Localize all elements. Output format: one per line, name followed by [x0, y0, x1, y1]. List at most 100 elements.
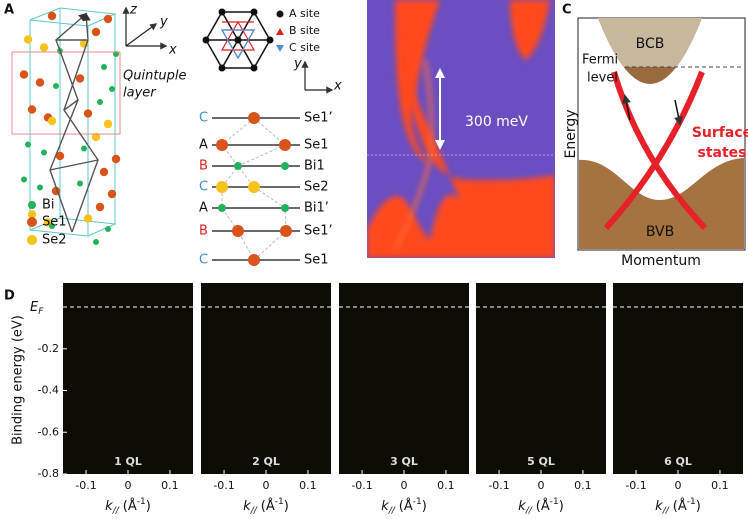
site-label: C — [199, 111, 208, 126]
atom-label: Bi1’ — [304, 201, 329, 216]
label-sub: F — [38, 307, 44, 317]
atom — [91, 132, 101, 142]
arpes-series: 1 QL-0.1 0 0.1k//(Å-1)2 QL-0.1 0 0.1k//(Å-1)… — [38, 283, 743, 516]
axis-label: y — [159, 15, 168, 30]
atom — [105, 226, 111, 232]
site-lattice — [202, 8, 274, 72]
x-tick-label: -0.1 — [625, 479, 646, 492]
atom — [111, 154, 121, 164]
x-tick-label: 0.1 — [161, 479, 179, 492]
atom — [99, 167, 109, 177]
label-unit: (Å — [399, 498, 413, 514]
panel-bg — [476, 283, 606, 474]
label-symbol: k — [243, 499, 251, 514]
atom — [37, 184, 43, 191]
atom — [232, 225, 244, 237]
arrow — [674, 99, 683, 126]
label-sup: -1 — [275, 497, 284, 507]
atom-label: Se1 — [304, 138, 329, 153]
atom — [248, 254, 260, 266]
atom — [109, 86, 115, 92]
x-tick-label: -0.1 — [488, 479, 509, 492]
atom — [218, 204, 226, 212]
x-tick-label: 0.1 — [299, 479, 317, 492]
legend-label: Bi — [42, 198, 55, 213]
axis-label: x — [168, 43, 177, 58]
atom — [55, 151, 65, 161]
legend-marker — [276, 28, 284, 35]
atom — [91, 27, 101, 37]
panel-bg — [201, 283, 331, 474]
label-sup: -1 — [137, 497, 146, 507]
legend-marker — [276, 45, 284, 52]
x-tick-label: 0.1 — [437, 479, 455, 492]
x-tick-label: 0 — [401, 479, 408, 492]
atom — [216, 181, 228, 193]
legend-label: A site — [289, 7, 320, 20]
atom-label: Bi1 — [304, 159, 325, 174]
arpes-panel: 5 QL -0.1 0 0.1 k//(Å-1) — [476, 283, 606, 516]
site-label: C — [199, 253, 208, 268]
label-sub: // — [525, 506, 533, 516]
atom — [93, 239, 99, 245]
label-sub: // — [662, 506, 670, 516]
arpes-panel: 6 QL -0.1 0 0.1 k//(Å-1) — [613, 283, 743, 516]
axis-label: y — [293, 57, 302, 72]
atom — [75, 74, 85, 83]
panel-title: 3 QL — [390, 455, 418, 468]
atom — [21, 176, 27, 183]
atom — [97, 99, 103, 105]
label-symbol: k — [655, 499, 663, 514]
atom-label: Se1 — [304, 253, 329, 268]
x-tick-label: 0.1 — [711, 479, 729, 492]
site-label: A — [199, 201, 208, 216]
label-main: E — [30, 300, 39, 315]
atom — [216, 139, 228, 151]
axis-triad — [122, 6, 168, 50]
atom — [248, 181, 260, 193]
label-close: ) — [696, 499, 701, 514]
x-axis-label: k//(Å-1) — [243, 497, 289, 516]
atom-label: Se1’ — [304, 111, 333, 126]
x-tick-label: 0 — [125, 479, 132, 492]
label-sup: -1 — [413, 497, 422, 507]
label-symbol: k — [105, 499, 113, 514]
stacking-diagram: C Se1’ A Se1 B Bi1 C Se2 A Bi1’ B Se1’ C Se1 — [199, 111, 333, 268]
label-symbol: k — [518, 499, 526, 514]
legend-marker — [27, 235, 37, 245]
panel-title: 5 QL — [527, 455, 555, 468]
arrow — [622, 94, 631, 121]
x-axis-label: k//(Å-1) — [105, 497, 151, 516]
atom — [39, 43, 49, 52]
atom — [279, 139, 291, 151]
legend-marker — [28, 201, 36, 209]
layer-label: layer — [123, 86, 157, 101]
label-close: ) — [422, 499, 427, 514]
atom-label: Se2 — [304, 180, 329, 195]
atom — [27, 210, 37, 219]
atom — [83, 214, 93, 223]
unit-cell — [29, 7, 117, 237]
atom — [280, 225, 292, 237]
atom — [101, 64, 107, 70]
label-unit: (Å — [536, 498, 550, 514]
label-sub: // — [250, 506, 258, 516]
site-label: B — [199, 224, 208, 239]
x-tick-label: 0 — [263, 479, 270, 492]
atom — [107, 189, 117, 199]
y-axis-label: Binding energy (eV) — [11, 315, 26, 445]
label-unit: (Å — [123, 498, 137, 514]
surface-label: states — [698, 145, 747, 161]
atom — [27, 105, 37, 114]
y-tick-label: -0.2 — [38, 342, 59, 355]
label-unit: (Å — [261, 498, 275, 514]
fermi-label: Fermi — [582, 53, 618, 68]
x-tick-label: -0.1 — [351, 479, 372, 492]
atom — [19, 70, 29, 79]
label-sub: // — [388, 506, 396, 516]
axis-pair — [301, 60, 334, 94]
atom — [103, 119, 113, 129]
y-tick-label: -0.4 — [38, 384, 59, 397]
atom — [234, 162, 242, 170]
atom — [281, 204, 289, 212]
